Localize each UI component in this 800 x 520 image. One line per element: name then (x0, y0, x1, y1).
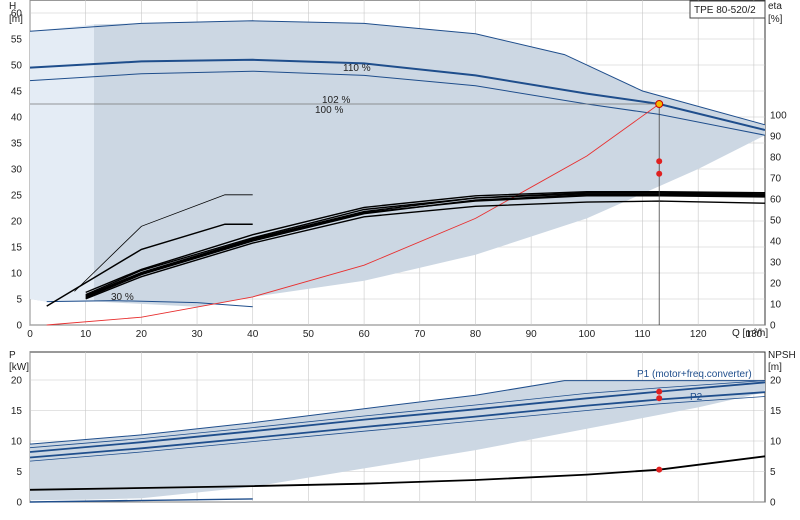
head-efficiency-panel: 0 10 20 30 40 50 60 70 80 90 100 110 120 130051015202… (11, 0, 787, 340)
power-min-speed-curve (29, 498, 253, 503)
power-envelope-top (29, 380, 765, 445)
low-flow-zone-area (30, 24, 94, 302)
h-tick-label-12: 60 (11, 9, 23, 20)
power-range-area (30, 380, 765, 501)
eta-tick-label-5: 50 (770, 216, 782, 227)
bottom-curve-0 (29, 381, 766, 453)
eta-tick-label-1: 10 (770, 300, 782, 311)
eta-tick-label-9: 90 (770, 132, 782, 143)
h-tick-label-0: 0 (16, 321, 22, 332)
npsh-tick-label-3: 15 (770, 406, 782, 417)
p-tick-label-3: 15 (11, 406, 23, 417)
eta-curve-1 (46, 223, 253, 307)
eta-curve-0 (74, 194, 253, 292)
x-tick-label-7: 70 (414, 329, 426, 340)
eta-tick-label-7: 70 (770, 174, 782, 185)
head-curve-1 (29, 58, 766, 131)
h-tick-label-9: 45 (11, 87, 23, 98)
h-tick-label-6: 30 (11, 165, 23, 176)
eta-tick-label-10: 100 (770, 111, 787, 122)
speed-label-30: 30 % (111, 292, 134, 303)
eta-curve-7 (85, 200, 766, 300)
x-tick-label-6: 60 (359, 329, 371, 340)
x-tick-label-3: 30 (191, 329, 203, 340)
eta-tick-label-8: 80 (770, 153, 782, 164)
x-tick-label-12: 120 (690, 329, 707, 340)
p1-series-label: P1 (motor+freq.converter) (637, 369, 752, 380)
op-eta-point-1 (656, 170, 663, 177)
x-tick-label-10: 100 (578, 329, 595, 340)
x-tick-label-8: 80 (470, 329, 482, 340)
op-duty-point (655, 100, 664, 108)
x-tick-label-4: 40 (247, 329, 259, 340)
x-tick-label-13: 130 (746, 329, 763, 340)
eta-tick-label-6: 60 (770, 195, 782, 206)
speed-label-110: 110 % (343, 63, 371, 74)
head-curve-0 (29, 20, 766, 126)
p-axis-symbol: P (9, 350, 16, 361)
p-tick-label-0: 0 (16, 498, 22, 509)
h-tick-label-8: 40 (11, 113, 23, 124)
head-curve-4 (46, 103, 660, 326)
p-tick-label-4: 20 (11, 376, 23, 387)
eta-curve-4 (85, 191, 766, 294)
x-axis-label: Q [m³/h] (732, 328, 768, 339)
h-tick-label-5: 25 (11, 191, 23, 202)
npsh-tick-label-4: 20 (770, 376, 782, 387)
eta-tick-label-4: 40 (770, 237, 782, 248)
x-tick-label-5: 50 (303, 329, 315, 340)
npsh-axis-symbol: NPSH (768, 350, 796, 361)
eta-tick-label-3: 30 (770, 258, 782, 269)
eta-axis-unit: [%] (768, 14, 783, 25)
npsh-tick-label-1: 5 (770, 467, 776, 478)
h-tick-label-3: 15 (11, 243, 23, 254)
eta-tick-label-0: 0 (770, 321, 776, 332)
npsh-tick-label-0: 0 (770, 498, 776, 509)
x-tick-label-0: 0 (27, 329, 33, 340)
power-npsh-panel: 0 5 10 15 20 0 5 10 15 20 (11, 351, 782, 509)
h-tick-label-10: 50 (11, 61, 23, 72)
h-tick-label-2: 10 (11, 269, 23, 280)
npsh-tick-label-2: 10 (770, 437, 782, 448)
p-tick-label-1: 5 (16, 467, 22, 478)
bottom-op-point-1 (656, 395, 663, 402)
bottom-curve-1 (29, 391, 766, 459)
bottom-curve-2 (29, 455, 766, 491)
eta-axis-symbol: eta (768, 1, 782, 12)
x-tick-label-9: 90 (526, 329, 538, 340)
p2-companion-curve (29, 396, 766, 462)
h-tick-label-1: 5 (16, 295, 22, 306)
h-axis-unit: [m] (9, 14, 23, 25)
x-tick-label-11: 110 (635, 329, 651, 340)
h-tick-label-7: 35 (11, 139, 23, 150)
eta-curve-6 (85, 195, 766, 298)
model-title-box: TPE 80-520/2 (689, 0, 766, 19)
bottom-op-point-0 (656, 388, 663, 395)
speed-label-102: 102 % (322, 95, 350, 106)
h-tick-label-11: 55 (11, 35, 23, 46)
eta-curve-5 (85, 193, 766, 296)
eta-tick-label-2: 20 (770, 279, 782, 290)
p1-companion-curve (29, 380, 766, 449)
p-axis-unit: [kW] (9, 362, 29, 373)
speed-label-100: 100 % (315, 105, 343, 116)
bottom-op-point-2 (656, 466, 663, 473)
eta-curve-2 (85, 192, 766, 297)
h-tick-label-4: 20 (11, 217, 23, 228)
op-eta-point-0 (656, 158, 663, 165)
npsh-axis-unit: [m] (768, 362, 782, 373)
h-axis-symbol: H (9, 1, 16, 12)
chart-labels: H [m] eta [%] Q [m³/h] P [kW] NPSH [m] 1… (9, 1, 796, 403)
p2-series-label: P2 (690, 392, 703, 403)
model-title: TPE 80-520/2 (694, 5, 756, 16)
x-tick-label-1: 10 (80, 329, 92, 340)
head-curve-3 (46, 300, 253, 308)
p-tick-label-2: 10 (11, 437, 23, 448)
x-tick-label-2: 20 (136, 329, 148, 340)
